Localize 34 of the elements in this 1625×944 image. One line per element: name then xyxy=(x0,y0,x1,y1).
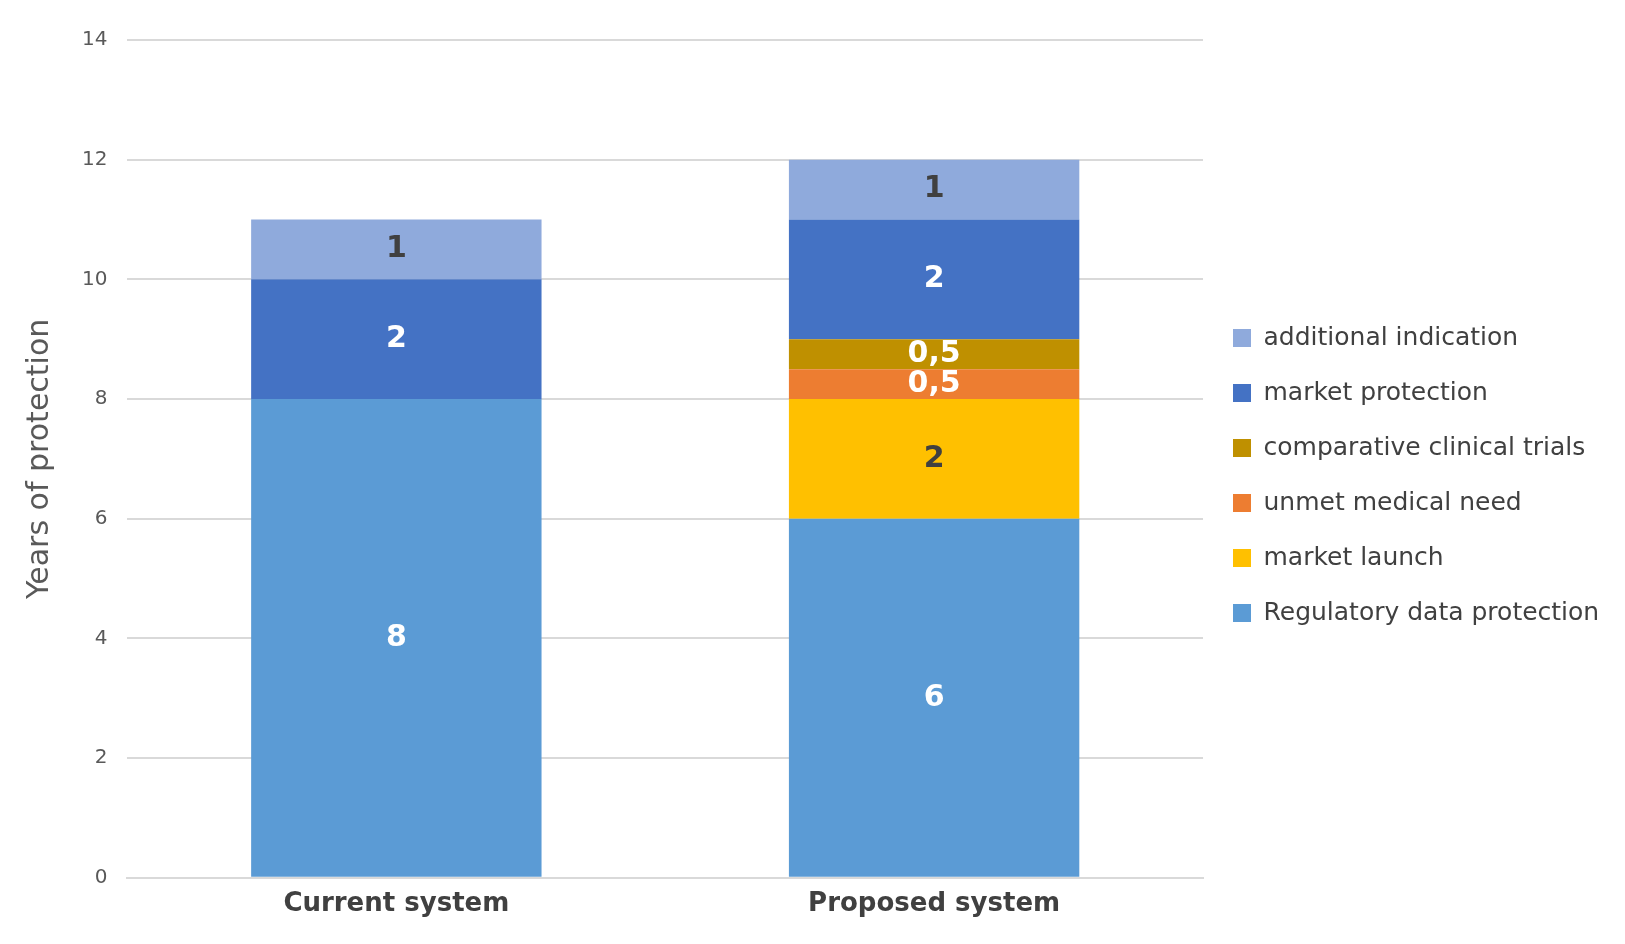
legend-label: comparative clinical trials xyxy=(1263,431,1586,461)
x-tick-label: Proposed system xyxy=(808,887,1061,918)
bar xyxy=(251,399,542,877)
legend-label: Regulatory data protection xyxy=(1263,596,1600,626)
data-label: 1 xyxy=(923,169,945,205)
y-tick-label: 14 xyxy=(82,26,108,51)
data-label: 0,5 xyxy=(907,333,961,369)
bar xyxy=(788,399,1080,519)
bar xyxy=(788,219,1080,340)
y-tick-label: 12 xyxy=(82,145,108,170)
data-label: 1 xyxy=(385,229,407,265)
bar xyxy=(788,159,1080,220)
data-label: 2 xyxy=(923,438,945,474)
y-tick-label: 0 xyxy=(94,864,108,888)
legend-label: additional indication xyxy=(1263,321,1519,351)
y-tick-label: 8 xyxy=(94,385,108,410)
data-label: 2 xyxy=(923,259,945,295)
legend-label: market protection xyxy=(1263,376,1488,406)
bar xyxy=(251,219,542,280)
data-label: 6 xyxy=(923,677,945,713)
y-axis-title: Years of protection xyxy=(19,318,55,601)
data-label: 8 xyxy=(385,617,407,653)
y-tick-label: 4 xyxy=(94,624,108,649)
bar xyxy=(251,279,542,400)
x-tick-label: Current system xyxy=(283,887,510,918)
legend-label: unmet medical need xyxy=(1263,486,1522,516)
legend-label: market launch xyxy=(1263,541,1444,571)
bar xyxy=(788,369,1080,400)
bar xyxy=(788,518,1080,877)
bar xyxy=(788,339,1080,370)
y-tick-label: 10 xyxy=(82,265,108,290)
y-tick-label: 2 xyxy=(94,744,108,769)
data-label: 2 xyxy=(385,319,407,355)
y-tick-label: 6 xyxy=(94,504,108,529)
